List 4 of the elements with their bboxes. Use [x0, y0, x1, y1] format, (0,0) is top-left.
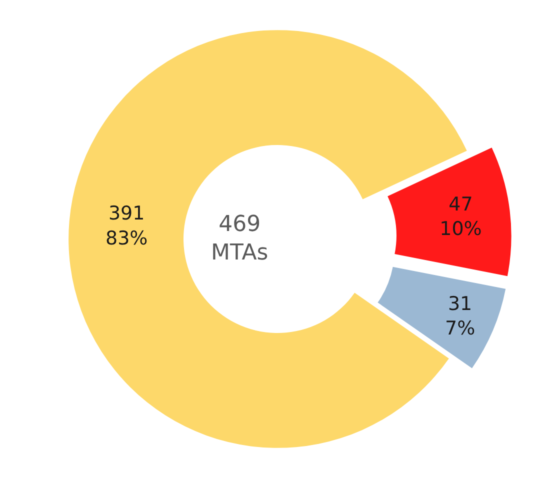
- text: 469 MTAs: [211, 212, 268, 266]
- data-label: 47 10%: [440, 193, 482, 240]
- data-label: 31 7%: [444, 293, 476, 340]
- data-label: 391 83%: [105, 202, 148, 250]
